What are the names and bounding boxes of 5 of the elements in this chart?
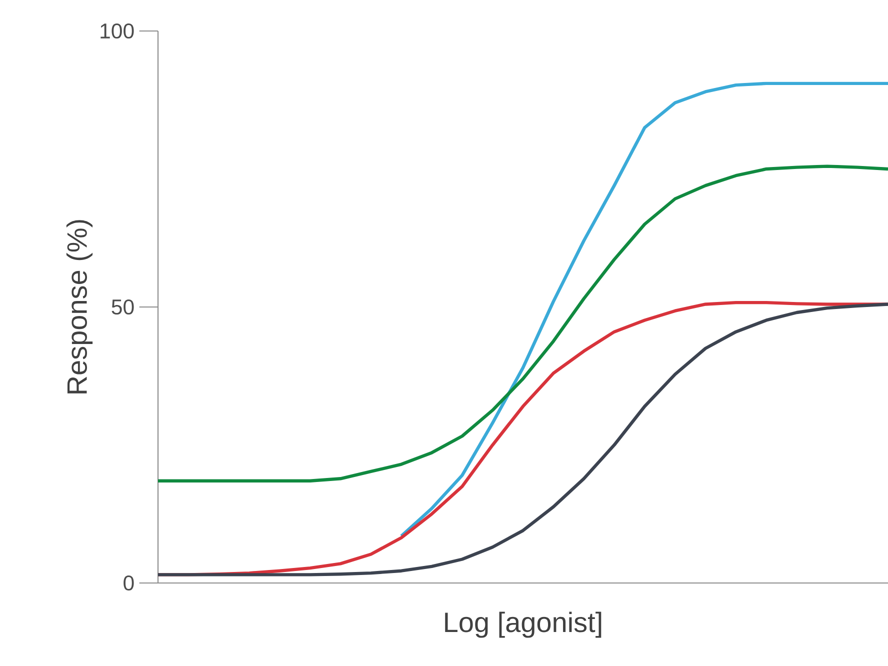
y-tick-label: 100 xyxy=(100,23,134,39)
x-axis-title: Log [agonist] xyxy=(445,612,602,638)
y-tick-label: 0 xyxy=(124,575,134,591)
y-axis-title: Response (%) xyxy=(66,220,93,394)
y-tick-label: 50 xyxy=(112,299,134,315)
